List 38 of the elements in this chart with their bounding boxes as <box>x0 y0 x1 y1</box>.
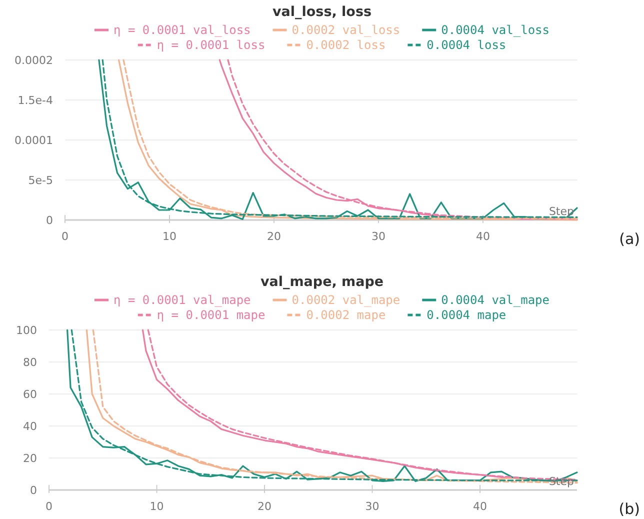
x-tick-label: 40 <box>473 500 488 513</box>
legend-label: 0.0002 val_loss <box>292 23 400 37</box>
legend-label: 0.0002 loss <box>306 38 386 52</box>
x-tick-label: 10 <box>150 500 164 513</box>
legend-label: η = 0.0001 loss <box>156 38 266 52</box>
x-axis-title: Step <box>548 205 574 218</box>
y-tick-label: 0 <box>46 214 53 227</box>
y-tick-label: 0 <box>30 484 37 497</box>
y-tick-label: 40 <box>23 420 37 433</box>
x-tick-label: 20 <box>258 500 272 513</box>
x-tick-label: 0 <box>62 230 68 243</box>
y-tick-label: 0.0002 <box>14 54 53 67</box>
legend-label: 0.0004 loss <box>426 38 506 52</box>
legend-label: 0.0004 val_mape <box>441 293 550 307</box>
x-tick-label: 30 <box>371 230 386 243</box>
legend-label: η = 0.0001 val_loss <box>114 23 251 37</box>
legend-label: η = 0.0001 mape <box>156 308 266 322</box>
y-tick-label: 0.0001 <box>14 134 53 147</box>
text: (b) <box>618 500 640 518</box>
legend-label: 0.0004 val_loss <box>441 23 550 37</box>
chart-title: val_mape, mape <box>260 274 384 290</box>
y-tick-label: 5e-5 <box>28 174 53 187</box>
y-tick-label: 1.5e-4 <box>18 94 53 107</box>
legend-label: 0.0002 val_mape <box>292 293 400 307</box>
x-tick-label: 40 <box>476 230 490 243</box>
y-tick-label: 60 <box>23 388 37 401</box>
y-tick-label: 20 <box>23 452 37 465</box>
legend-label: η = 0.0001 val_mape <box>114 293 251 307</box>
x-tick-label: 30 <box>365 500 380 513</box>
x-tick-label: 10 <box>162 230 176 243</box>
text: (a) <box>619 230 640 248</box>
chart-title: val_loss, loss <box>272 4 372 20</box>
legend-label: 0.0004 mape <box>426 308 506 322</box>
x-tick-label: 20 <box>266 230 281 243</box>
y-tick-label: 100 <box>16 324 37 337</box>
y-tick-label: 80 <box>23 356 37 369</box>
x-axis-title: Step <box>548 475 574 488</box>
legend-label: 0.0002 mape <box>306 308 386 322</box>
